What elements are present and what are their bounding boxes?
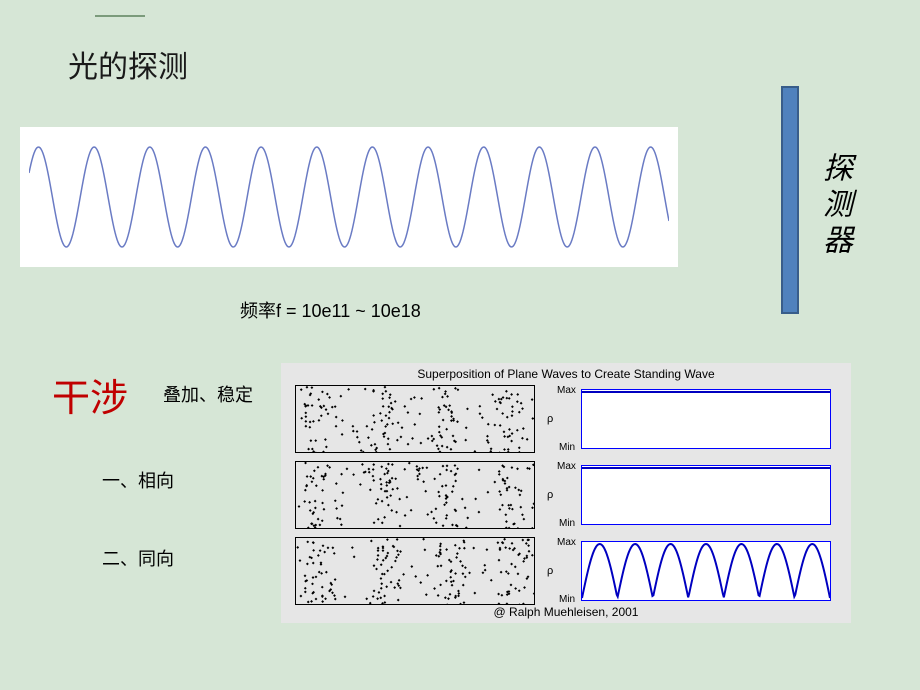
particle-field — [295, 537, 535, 605]
particle-field — [295, 385, 535, 453]
density-plot: MaxMinρ — [547, 385, 835, 453]
diagram-footer: @ Ralph Muehleisen, 2001 — [281, 605, 851, 619]
slide-root: 光的探测 频率f = 10e11 ~ 10e18 探测器 干涉 叠加、稳定 一、… — [0, 0, 920, 690]
superposition-diagram-panel: Superposition of Plane Waves to Create S… — [281, 363, 851, 623]
detector-bar — [781, 86, 799, 314]
sine-wave-panel — [20, 127, 678, 267]
diagram-row: MaxMinρ — [295, 537, 835, 605]
diagram-title: Superposition of Plane Waves to Create S… — [281, 367, 851, 381]
interference-heading: 干涉 — [52, 367, 128, 422]
diagram-row: MaxMinρ — [295, 461, 835, 529]
detector-label: 探测器 — [812, 152, 856, 260]
superposition-sublabel: 叠加、稳定 — [163, 381, 253, 407]
title-underline-decoration — [95, 15, 145, 17]
case-oncoming-label: 一、相向 — [102, 467, 174, 493]
particle-field — [295, 461, 535, 529]
sine-wave-chart — [29, 137, 669, 257]
density-plot: MaxMinρ — [547, 461, 835, 529]
diagram-row: MaxMinρ — [295, 385, 835, 453]
case-same-direction-label: 二、同向 — [102, 545, 174, 571]
density-plot: MaxMinρ — [547, 537, 835, 605]
frequency-text: 频率f = 10e11 ~ 10e18 — [240, 297, 421, 323]
page-title: 光的探测 — [68, 42, 188, 86]
